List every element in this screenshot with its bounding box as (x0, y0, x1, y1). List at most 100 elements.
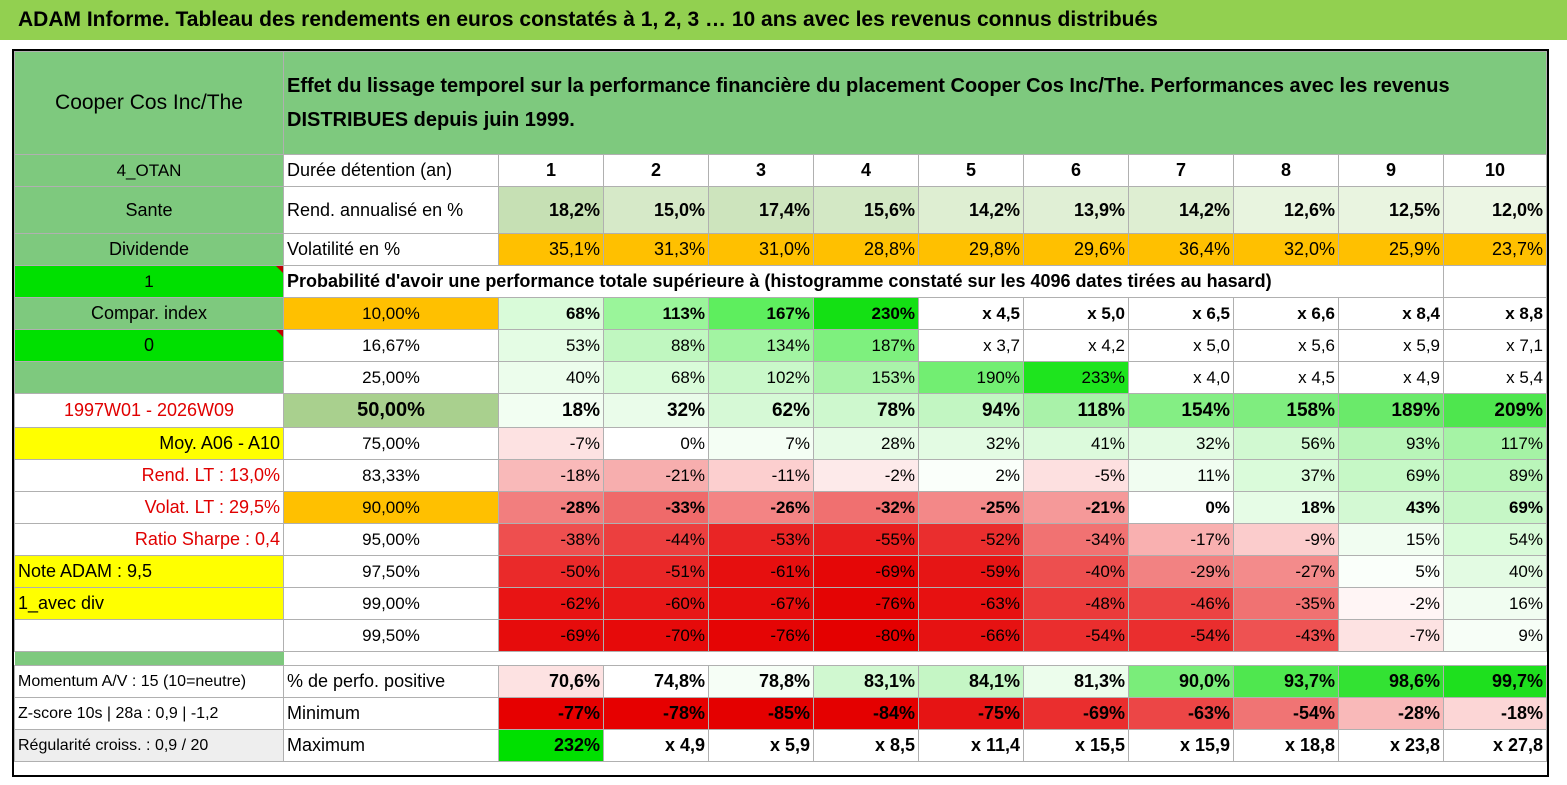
perf-cell: x 5,0 (1023, 297, 1129, 330)
duration-cell: 10 (1443, 154, 1547, 187)
perf-cell: 190% (918, 361, 1024, 394)
rend-cell: 14,2% (918, 186, 1024, 234)
perf-cell: -27% (1233, 555, 1339, 588)
prob-row: 25,00% 40% 68% 102% 153% 190% 233% x 4,0 x 4,5 x … (14, 361, 1547, 394)
perf-cell: 40% (1443, 555, 1547, 588)
perf-cell: 158% (1233, 393, 1339, 428)
probability-cell: 16,67% (283, 329, 499, 362)
perf-cell: -32% (813, 491, 919, 524)
perf-cell: -69% (498, 619, 604, 652)
max-cell: x 15,5 (1023, 729, 1129, 762)
duration-cell: 7 (1128, 154, 1234, 187)
prob-row: Ratio Sharpe : 0,4 95,00% -38% -44% -53% -55%… (14, 523, 1547, 556)
prob-row: Compar. index 10,00% 68% 113% 167% 230% x 4,5 x… (14, 297, 1547, 330)
prob-row: Moy. A06 - A10 75,00% -7% 0% 7% 28% 32% 41% 32% 5… (14, 427, 1547, 460)
report-frame (12, 49, 1549, 777)
perf-cell: -62% (498, 587, 604, 620)
perf-cell: 189% (1338, 393, 1444, 428)
perf-cell: 18% (498, 393, 604, 428)
left-info-cell: 1_avec div (14, 587, 284, 620)
max-label: Maximum (283, 729, 499, 762)
perf-cell: 89% (1443, 459, 1547, 492)
asset-code: 4_OTAN (14, 154, 284, 187)
left-info-cell: Note ADAM : 9,5 (14, 555, 284, 588)
left-info-cell: 1997W01 - 2026W09 (14, 393, 284, 428)
probability-cell: 99,00% (283, 587, 499, 620)
perf-cell: 187% (813, 329, 919, 362)
probability-cell: 75,00% (283, 427, 499, 460)
max-cell: x 5,9 (708, 729, 814, 762)
perf-cell: x 6,6 (1233, 297, 1339, 330)
left-info-cell: Volat. LT : 29,5% (14, 491, 284, 524)
perf-cell: 53% (498, 329, 604, 362)
probability-cell: 50,00% (283, 393, 499, 428)
perf-cell: 32% (603, 393, 709, 428)
perf-cell: 7% (708, 427, 814, 460)
rend-cell: 15,0% (603, 186, 709, 234)
perf-cell: 167% (708, 297, 814, 330)
min-row: Z-score 10s | 28a : 0,9 | -1,2 Minimum -… (14, 697, 1547, 730)
pos-cell: 93,7% (1233, 665, 1339, 698)
probability-cell: 97,50% (283, 555, 499, 588)
min-cell: -28% (1338, 697, 1444, 730)
pos-cell: 98,6% (1338, 665, 1444, 698)
max-row: Régularité croiss. : 0,9 / 20 Maximum 23… (14, 729, 1547, 762)
duration-cell: 5 (918, 154, 1024, 187)
max-cell: x 11,4 (918, 729, 1024, 762)
pos-label: % de perfo. positive (283, 665, 499, 698)
header-desc-line1: Effet du lissage temporel sur la perform… (287, 75, 1450, 97)
perf-cell: -5% (1023, 459, 1129, 492)
duration-cell: 4 (813, 154, 919, 187)
perf-cell: x 4,9 (1338, 361, 1444, 394)
asset-type: Dividende (14, 233, 284, 266)
perf-cell: x 8,8 (1443, 297, 1547, 330)
duration-cell: 3 (708, 154, 814, 187)
pos-cell: 78,8% (708, 665, 814, 698)
perf-cell: -61% (708, 555, 814, 588)
spacer-cell (14, 651, 284, 666)
probability-cell: 99,50% (283, 619, 499, 652)
perf-cell: -34% (1023, 523, 1129, 556)
perf-cell: 40% (498, 361, 604, 394)
perf-cell: x 7,1 (1443, 329, 1547, 362)
perf-cell: 62% (708, 393, 814, 428)
vol-cell: 28,8% (813, 233, 919, 266)
rend-cell: 12,0% (1443, 186, 1547, 234)
perf-cell: -48% (1023, 587, 1129, 620)
rend-cell: 15,6% (813, 186, 919, 234)
perf-cell: 41% (1023, 427, 1129, 460)
vol-cell: 32,0% (1233, 233, 1339, 266)
min-cell: -77% (498, 697, 604, 730)
pos-cell: 99,7% (1443, 665, 1547, 698)
perf-cell: -80% (813, 619, 919, 652)
perf-cell: -43% (1233, 619, 1339, 652)
perf-cell: -35% (1233, 587, 1339, 620)
vol-cell: 31,0% (708, 233, 814, 266)
vol-cell: 29,6% (1023, 233, 1129, 266)
asset-name: Cooper Cos Inc/The (14, 51, 284, 155)
vol-cell: 29,8% (918, 233, 1024, 266)
perf-cell: -44% (603, 523, 709, 556)
header-desc-line2: DISTRIBUES depuis juin 1999. (287, 109, 575, 131)
max-cell: x 23,8 (1338, 729, 1444, 762)
perf-cell: -60% (603, 587, 709, 620)
duration-cell: 2 (603, 154, 709, 187)
perf-cell: 32% (1128, 427, 1234, 460)
perf-cell: -66% (918, 619, 1024, 652)
vol-cell: 23,7% (1443, 233, 1547, 266)
perf-cell: 0% (1128, 491, 1234, 524)
perf-cell: -53% (708, 523, 814, 556)
pos-cell: 74,8% (603, 665, 709, 698)
rend-cell: 12,5% (1338, 186, 1444, 234)
duration-cell: 8 (1233, 154, 1339, 187)
perf-cell: x 4,2 (1023, 329, 1129, 362)
pos-cell: 84,1% (918, 665, 1024, 698)
momentum-label: Momentum A/V : 15 (10=neutre) (14, 665, 284, 698)
perf-cell: -29% (1128, 555, 1234, 588)
perf-cell: -51% (603, 555, 709, 588)
left-info-cell: Rend. LT : 13,0% (14, 459, 284, 492)
probability-cell: 90,00% (283, 491, 499, 524)
perf-cell: 0% (603, 427, 709, 460)
perf-cell: -2% (1338, 587, 1444, 620)
left-info-cell: 0 (14, 329, 284, 362)
